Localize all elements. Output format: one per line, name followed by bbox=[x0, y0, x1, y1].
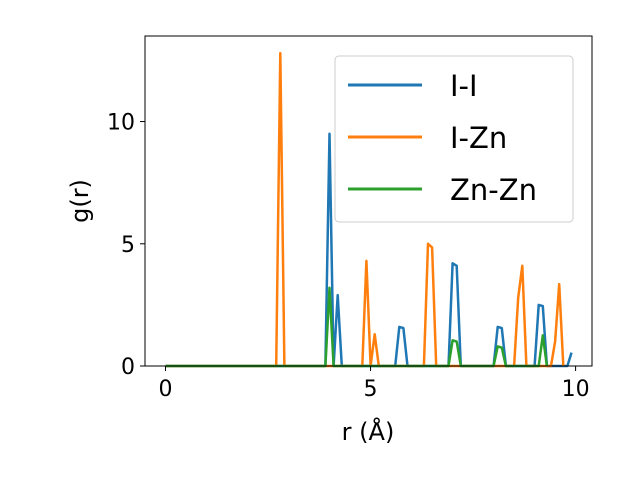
x-axis-ticks: 0 5 10 bbox=[159, 366, 590, 402]
legend-label-zn-zn: Zn-Zn bbox=[450, 173, 537, 207]
legend: I-I I-Zn Zn-Zn bbox=[334, 55, 574, 223]
y-tick-label: 0 bbox=[121, 355, 135, 380]
y-axis-label: g(r) bbox=[66, 179, 94, 223]
y-tick-label: 10 bbox=[107, 111, 135, 136]
x-tick-label: 0 bbox=[159, 377, 173, 402]
legend-label-i-i: I-I bbox=[450, 69, 478, 103]
y-tick-label: 5 bbox=[121, 233, 135, 258]
plot-frame bbox=[144, 35, 593, 367]
x-tick-label: 5 bbox=[364, 377, 378, 402]
legend-box bbox=[334, 55, 574, 223]
x-tick-label: 10 bbox=[562, 377, 590, 402]
y-axis-ticks: 0 5 10 bbox=[107, 111, 145, 380]
legend-label-i-zn: I-Zn bbox=[450, 121, 507, 155]
x-axis-label: r (Å) bbox=[342, 417, 395, 446]
